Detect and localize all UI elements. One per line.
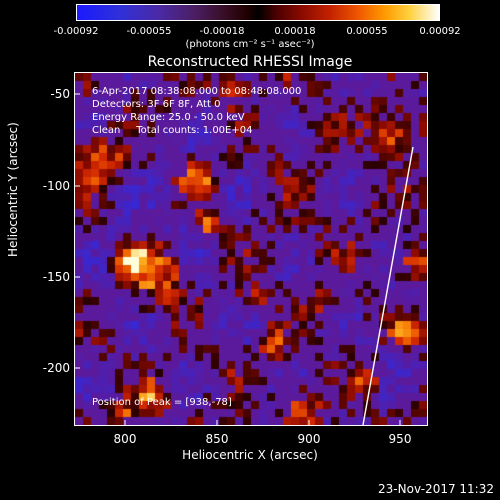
solar-limb bbox=[362, 146, 414, 425]
y-axis-label: Heliocentric Y (arcsec) bbox=[6, 122, 20, 257]
y-tick-label: -50 bbox=[50, 87, 70, 101]
info-counts: Clean Total counts: 1.00E+04 bbox=[92, 125, 253, 136]
colorbar-units: (photons cm⁻² s⁻¹ asec⁻²) bbox=[185, 39, 315, 50]
x-tick-label: 850 bbox=[205, 432, 229, 446]
plot-title: Reconstructed RHESSI Image bbox=[147, 54, 353, 70]
colorbar bbox=[76, 4, 440, 21]
colorbar-tick: -0.00018 bbox=[199, 26, 245, 37]
info-peak-position: Position of Peak = [938,-78] bbox=[92, 397, 232, 408]
rhessi-image bbox=[74, 72, 428, 426]
info-energy-range: Energy Range: 25.0 - 50.0 keV bbox=[92, 112, 245, 123]
heatmap-canvas bbox=[75, 73, 427, 425]
info-time-range: 6-Apr-2017 08:38:08.000 to 08:48:08.000 bbox=[92, 86, 302, 97]
colorbar-tick: 0.00018 bbox=[274, 26, 316, 37]
colorbar-tick: -0.00092 bbox=[53, 26, 99, 37]
x-axis-label: Heliocentric X (arcsec) bbox=[182, 448, 318, 462]
x-tick-label: 800 bbox=[113, 432, 137, 446]
y-tick-label: -200 bbox=[42, 361, 70, 375]
colorbar-tick: -0.00055 bbox=[126, 26, 172, 37]
y-tick-label: -100 bbox=[42, 179, 70, 193]
info-detectors: Detectors: 3F 6F 8F, Att 0 bbox=[92, 99, 221, 110]
y-tick-label: -150 bbox=[42, 270, 70, 284]
colorbar-tick: 0.00092 bbox=[419, 26, 461, 37]
x-tick-label: 900 bbox=[297, 432, 321, 446]
x-tick-label: 950 bbox=[388, 432, 412, 446]
timestamp-footer: 23-Nov-2017 11:32 bbox=[378, 482, 494, 496]
colorbar-tick: 0.00055 bbox=[346, 26, 388, 37]
